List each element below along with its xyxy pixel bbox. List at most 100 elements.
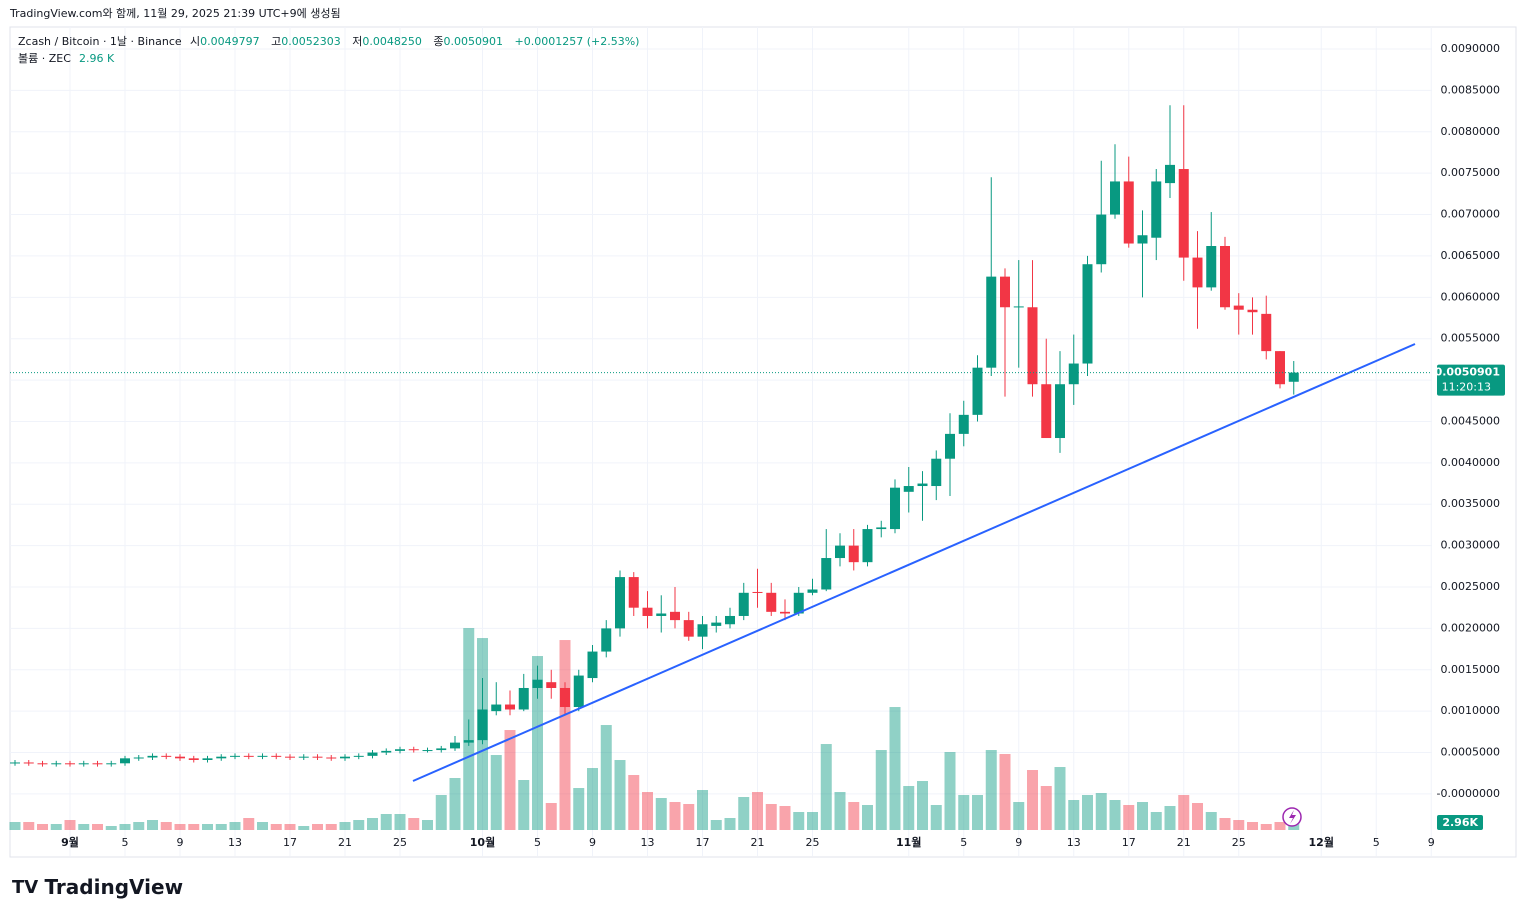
candle-body: [917, 483, 928, 487]
volume-bar: [1068, 800, 1080, 830]
volume-bar: [1260, 824, 1272, 830]
volume-bar: [1164, 806, 1176, 830]
candle-body: [505, 704, 515, 710]
y-tick-label: 0.0025000: [1441, 580, 1501, 593]
volume-bar: [284, 824, 296, 830]
x-tick-label: 21: [751, 836, 765, 849]
y-tick-label: 0.0040000: [1441, 456, 1501, 469]
volume-bar: [1192, 803, 1203, 830]
x-tick-label: 9: [177, 836, 184, 849]
volume-bar: [380, 814, 392, 830]
volume-tag: [1437, 815, 1483, 831]
candle-body: [491, 704, 502, 712]
candle-body: [340, 756, 350, 759]
volume-bar: [875, 750, 887, 830]
volume-bar: [958, 795, 970, 830]
candle-body: [1247, 309, 1258, 313]
volume-bar: [820, 744, 832, 830]
volume-bar: [779, 806, 791, 830]
price-tag-value: 0.0050901: [1435, 366, 1500, 379]
trend-line[interactable]: [412, 343, 1416, 782]
y-tick-label: 0.0005000: [1441, 746, 1501, 759]
y-tick-label: 0.0035000: [1441, 497, 1501, 510]
candle-body: [202, 758, 213, 760]
volume-bar: [518, 780, 530, 830]
y-tick-label: 0.0055000: [1441, 332, 1501, 345]
x-tick-label: 21: [1177, 836, 1191, 849]
countdown: 11:20:13: [1442, 381, 1491, 394]
candle-body: [353, 755, 364, 757]
volume-bar: [1219, 818, 1231, 830]
candle-body: [752, 591, 763, 593]
candle-body: [133, 757, 144, 759]
volume-bar: [270, 824, 282, 830]
candle-body: [381, 750, 392, 753]
candle-body: [862, 529, 873, 563]
candle-body: [615, 577, 625, 629]
candle-body: [1275, 351, 1285, 385]
candle-body: [793, 592, 804, 614]
candle-body: [216, 756, 227, 759]
x-tick-label: 25: [806, 836, 820, 849]
volume-bar: [655, 798, 667, 830]
candle-body: [518, 687, 529, 710]
volume-bar: [724, 818, 736, 830]
candle-body: [532, 679, 543, 688]
axis-layer: 0.0090000 0.0085000 0.0080000 0.0075000 0.00…: [10, 42, 1505, 849]
candle-body: [670, 611, 680, 621]
volume-bar: [1027, 770, 1038, 830]
volume-bar: [312, 824, 323, 830]
candle-body: [243, 755, 254, 757]
volume-bar: [325, 824, 337, 830]
volume-bar: [147, 820, 158, 830]
volume-bar: [614, 760, 626, 830]
volume-bar: [1095, 793, 1107, 830]
volume-bar: [628, 775, 640, 830]
volume-bar: [1109, 800, 1121, 830]
volume-bar: [174, 824, 186, 830]
chart-title: Zcash / Bitcoin · 1날 · Binance: [18, 35, 182, 48]
chart-frame: [9, 26, 1517, 858]
candle-body: [1220, 246, 1230, 308]
candle-body: [92, 763, 103, 765]
volume-bar: [92, 824, 103, 830]
header: TradingView.com와 함께, 11월 29, 2025 21:39 …: [9, 7, 341, 20]
volume-bar: [1040, 786, 1052, 830]
volume-bar: [353, 820, 365, 830]
volume-bar: [985, 750, 997, 830]
volume-bar: [889, 707, 901, 830]
candle-body: [271, 755, 282, 757]
candle-body: [230, 755, 240, 757]
candle-body: [931, 458, 942, 487]
candle-body: [106, 763, 117, 765]
x-tick-label: 13: [228, 836, 242, 849]
volume-bar: [807, 812, 818, 830]
volume-bar: [119, 824, 131, 830]
volume-bar: [752, 792, 763, 830]
volume-bar: [903, 786, 915, 830]
candle-body: [1000, 276, 1010, 308]
volume-bar: [600, 725, 612, 830]
candle-body: [656, 613, 667, 616]
volume-bar: [435, 795, 447, 830]
candle-body: [1082, 264, 1093, 364]
volume-bar: [862, 805, 873, 830]
volume-bar: [243, 818, 255, 830]
candle-body: [463, 740, 474, 743]
candle-body: [601, 628, 612, 652]
candle-body: [395, 749, 405, 751]
candle-body: [848, 545, 859, 563]
y-tick-label: 0.0030000: [1441, 539, 1501, 552]
volume-bar: [1150, 812, 1162, 830]
volume-bar: [532, 656, 543, 830]
candle-body: [560, 687, 570, 708]
candle-body: [738, 592, 749, 616]
candle-body: [51, 763, 62, 765]
volume-bar: [1233, 820, 1245, 830]
x-tick-label: 5: [534, 836, 541, 849]
y-tick-label: 0.0085000: [1441, 83, 1501, 96]
candle-body: [188, 758, 199, 760]
x-tick-label: 9: [589, 836, 596, 849]
candle-body: [326, 757, 337, 759]
candle-body: [298, 756, 309, 758]
